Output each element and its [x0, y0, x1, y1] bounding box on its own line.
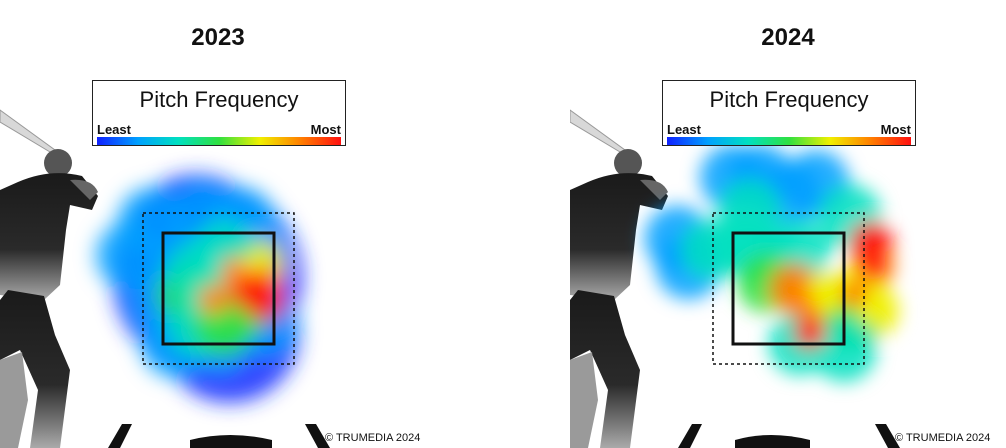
strike-zone	[731, 231, 846, 346]
credit-text: © TRUMEDIA 2024	[325, 432, 421, 444]
heatmap-panel-2023: 2023 Pitch Frequency Least Most © TRUMED…	[0, 24, 421, 448]
heat-core-0	[780, 274, 809, 303]
legend: Pitch Frequency Least Most	[92, 80, 346, 146]
heat-blobs-2024	[644, 144, 900, 383]
heat-blob-23	[811, 317, 877, 383]
batter-silhouette	[0, 109, 98, 448]
legend-min-label: Least	[667, 122, 701, 137]
legend-max-label: Most	[880, 122, 911, 137]
heat-core-2	[796, 318, 825, 347]
heat-core-7	[857, 296, 886, 325]
heat-core-3	[813, 285, 842, 314]
heatmap-svg-2024	[570, 109, 900, 448]
shadow-zone	[142, 212, 295, 365]
heatmap-svg-2023	[0, 109, 330, 448]
panel-title: 2023	[191, 24, 245, 51]
heat-blobs-2023	[95, 174, 303, 403]
heat-core-5	[857, 252, 886, 281]
credit-text: © TRUMEDIA 2024	[895, 432, 991, 444]
heatmap-panel-2024: 2024 Pitch Frequency Least Most © TRUMED…	[570, 0, 1006, 448]
home-plate-area	[678, 424, 900, 448]
panel-title: 2024	[761, 24, 815, 51]
legend-color-bar	[97, 137, 341, 145]
legend-color-bar	[667, 137, 911, 145]
heat-core-0	[198, 285, 227, 314]
heat-blob-8	[117, 187, 187, 257]
legend-title: Pitch Frequency	[709, 87, 869, 112]
heat-core-1	[221, 257, 250, 286]
batter-silhouette	[570, 109, 668, 448]
legend-title: Pitch Frequency	[139, 87, 299, 112]
legend: Pitch Frequency Least Most	[662, 80, 916, 146]
shadow-zone	[712, 212, 865, 365]
strike-zone	[161, 231, 276, 346]
heat-core-5	[243, 268, 272, 297]
home-plate-area	[108, 424, 330, 448]
legend-min-label: Least	[97, 122, 131, 137]
legend-max-label: Most	[310, 122, 341, 137]
